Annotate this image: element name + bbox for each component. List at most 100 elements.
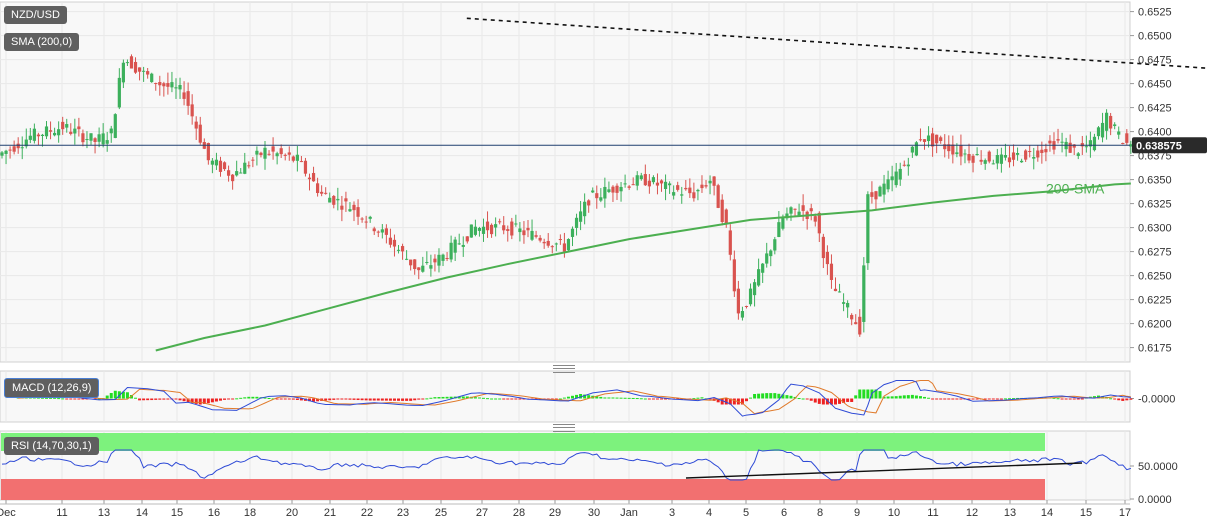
macd-histogram-bar — [73, 398, 77, 400]
symbol-badge[interactable]: NZD/USD — [4, 6, 67, 24]
candle-body — [846, 302, 850, 308]
candle-body — [862, 265, 866, 322]
time-tick-label: Jan — [620, 507, 638, 519]
rsi-indicator-badge[interactable]: RSI (14,70,30,1) — [4, 437, 99, 455]
candle-body — [692, 192, 696, 199]
candle-body — [983, 160, 987, 164]
sma-indicator-badge[interactable]: SMA (200,0) — [4, 33, 80, 51]
time-tick-label: 23 — [397, 507, 409, 519]
pane-resize-handle-macd[interactable] — [553, 365, 575, 373]
price-tick-label: 0.6375 — [1138, 151, 1172, 163]
macd-histogram-bar — [198, 398, 202, 405]
macd-histogram-bar — [364, 398, 368, 401]
candle-body — [65, 124, 69, 128]
candle-body — [433, 258, 437, 263]
macd-histogram-bar — [1092, 396, 1096, 399]
macd-histogram-bar — [417, 398, 421, 400]
candle-body — [761, 263, 765, 273]
candle-body — [158, 82, 162, 86]
candle-body — [1003, 155, 1008, 158]
candle-body — [595, 193, 599, 199]
candle-body — [307, 177, 312, 180]
pane-resize-handle-rsi[interactable] — [553, 424, 575, 432]
time-tick-label: 11 — [56, 507, 67, 519]
macd-histogram-bar — [405, 398, 409, 401]
macd-histogram-bar — [740, 398, 744, 405]
macd-histogram-bar — [599, 396, 603, 399]
macd-histogram-bar — [890, 396, 894, 399]
candle-body — [870, 192, 874, 197]
candle-body — [902, 164, 906, 166]
time-tick-label: 29 — [549, 507, 561, 519]
candle-body — [748, 288, 753, 305]
candle-body — [1060, 141, 1064, 143]
candle-body — [340, 205, 344, 210]
candle-body — [975, 154, 979, 156]
candle-body — [607, 189, 611, 192]
macd-histogram-bar — [202, 398, 206, 404]
candle-body — [461, 244, 465, 247]
macd-histogram-bar — [1052, 397, 1056, 399]
macd-histogram-bar — [700, 397, 704, 399]
candles-group — [0, 54, 1133, 337]
price-pane — [0, 1, 1131, 363]
macd-histogram-bar — [651, 398, 655, 400]
macd-histogram-bar — [999, 398, 1003, 400]
macd-histogram-bar — [1076, 398, 1080, 400]
candle-body — [655, 182, 660, 186]
macd-histogram-bar — [287, 398, 291, 400]
macd-histogram-bar — [421, 398, 425, 400]
candle-body — [376, 231, 380, 233]
candle-body — [971, 155, 975, 163]
macd-histogram-bar — [975, 398, 979, 400]
candle-body — [489, 224, 494, 235]
candle-body — [926, 135, 931, 142]
candle-body — [429, 265, 433, 269]
rsi-support-line — [685, 462, 1083, 479]
candle-body — [1129, 144, 1133, 147]
candle-body — [939, 137, 943, 141]
macd-histogram-bar — [376, 398, 380, 401]
candle-body — [639, 175, 643, 180]
macd-histogram-bar — [874, 389, 878, 399]
candle-body — [587, 200, 591, 206]
candle-body — [773, 239, 777, 251]
candle-body — [825, 251, 830, 265]
macd-indicator-badge[interactable]: MACD (12,26,9) — [4, 378, 100, 398]
macd-histogram-bar — [732, 398, 736, 405]
macd-histogram-bar — [1056, 398, 1060, 400]
candle-body — [922, 139, 927, 142]
macd-histogram-bar — [749, 397, 753, 399]
candle-body — [93, 138, 97, 142]
candle-body — [995, 155, 999, 164]
candle-body — [1109, 115, 1113, 129]
macd-histogram-bar — [635, 398, 639, 400]
macd-histogram-bar — [829, 398, 833, 405]
macd-histogram-bar — [967, 398, 971, 400]
price-tick-label: 0.6300 — [1138, 223, 1172, 235]
time-tick-label: 11 — [927, 507, 938, 519]
candle-body — [829, 263, 834, 280]
price-tick-label: 0.6450 — [1138, 79, 1172, 91]
candle-body — [943, 144, 947, 150]
macd-histogram-bar — [506, 398, 510, 400]
candle-body — [947, 144, 951, 152]
candle-body — [311, 172, 316, 182]
candle-body — [668, 183, 672, 186]
macd-pane — [0, 370, 1131, 423]
candle-body — [8, 149, 12, 151]
candle-body — [48, 130, 53, 132]
time-tick-label: 14 — [136, 507, 148, 519]
macd-histogram-bar — [611, 397, 615, 399]
candle-body — [676, 185, 680, 190]
macd-histogram-bar — [324, 398, 328, 401]
time-tick-label: 25 — [435, 507, 447, 519]
candle-body — [129, 56, 134, 69]
candle-body — [101, 133, 105, 145]
candle-body — [841, 302, 846, 304]
time-tick-label: 22 — [361, 507, 373, 519]
candle-body — [724, 209, 728, 225]
candle-body — [364, 221, 368, 223]
candle-body — [635, 175, 639, 186]
